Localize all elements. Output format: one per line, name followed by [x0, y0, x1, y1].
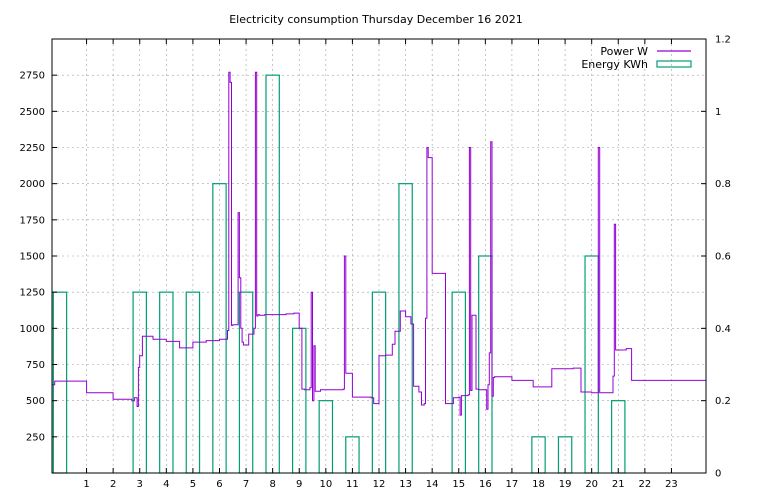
y-axis-left: 250 500 750 1000 1250 1500 1750 2000 2250 2500 275… — [20, 71, 57, 443]
power-series — [52, 71, 707, 416]
x-tick-label: 19 — [559, 479, 572, 490]
x-tick-label: 14 — [426, 479, 439, 490]
y2-tick-label: 0.2 — [715, 396, 731, 407]
y-axis-right: 0 0.2 0.4 0.6 0.8 1 1.2 — [701, 35, 731, 480]
energy-bar — [52, 291, 68, 474]
x-tick-label: 18 — [532, 479, 545, 490]
x-tick-label: 17 — [506, 479, 519, 490]
x-tick-label: 2 — [110, 479, 116, 490]
legend-label-energy: Energy KWh — [581, 58, 648, 71]
x-tick-label: 13 — [399, 479, 412, 490]
x-tick-label: 3 — [137, 479, 143, 490]
y2-tick-label: 0 — [715, 469, 721, 480]
x-tick-label: 9 — [296, 479, 302, 490]
y-tick-label: 750 — [26, 360, 45, 371]
x-tick-label: 23 — [665, 479, 678, 490]
x-axis: 1 2 3 4 5 6 7 8 9 10 11 12 13 14 15 16 17 18 19 20 21 22 23 — [83, 39, 678, 490]
x-tick-label: 1 — [83, 479, 89, 490]
y2-tick-label: 0.8 — [715, 179, 731, 190]
y-tick-label: 1250 — [20, 288, 45, 299]
y-tick-label: 2750 — [20, 71, 45, 82]
grid — [52, 39, 706, 473]
y-tick-label: 1750 — [20, 215, 45, 226]
power-line — [52, 71, 707, 416]
x-tick-label: 16 — [479, 479, 492, 490]
y2-tick-label: 0.4 — [715, 324, 731, 335]
y2-tick-label: 1.2 — [715, 35, 731, 46]
legend-swatch-energy — [656, 60, 692, 68]
y2-tick-label: 0.6 — [715, 252, 731, 263]
x-tick-label: 22 — [638, 479, 651, 490]
y-tick-label: 500 — [26, 396, 45, 407]
x-tick-label: 12 — [373, 479, 386, 490]
energy-series — [52, 74, 626, 474]
legend-label-power: Power W — [600, 45, 648, 58]
y-tick-label: 2500 — [20, 107, 45, 118]
y2-tick-label: 1 — [715, 107, 721, 118]
x-tick-label: 8 — [269, 479, 275, 490]
x-tick-label: 21 — [612, 479, 625, 490]
x-tick-label: 4 — [163, 479, 169, 490]
x-tick-label: 6 — [216, 479, 222, 490]
energy-bar — [318, 400, 334, 474]
x-tick-label: 11 — [346, 479, 359, 490]
x-tick-label: 7 — [243, 479, 249, 490]
y-tick-label: 1000 — [20, 324, 45, 335]
x-tick-label: 20 — [585, 479, 598, 490]
chart-title: Electricity consumption Thursday Decembe… — [229, 13, 523, 26]
x-tick-label: 15 — [452, 479, 465, 490]
y-tick-label: 1500 — [20, 252, 45, 263]
x-tick-label: 5 — [190, 479, 196, 490]
y-tick-label: 2250 — [20, 143, 45, 154]
legend: Power W Energy KWh — [581, 45, 692, 71]
y-tick-label: 250 — [26, 432, 45, 443]
y-tick-label: 2000 — [20, 179, 45, 190]
x-tick-label: 10 — [319, 479, 332, 490]
